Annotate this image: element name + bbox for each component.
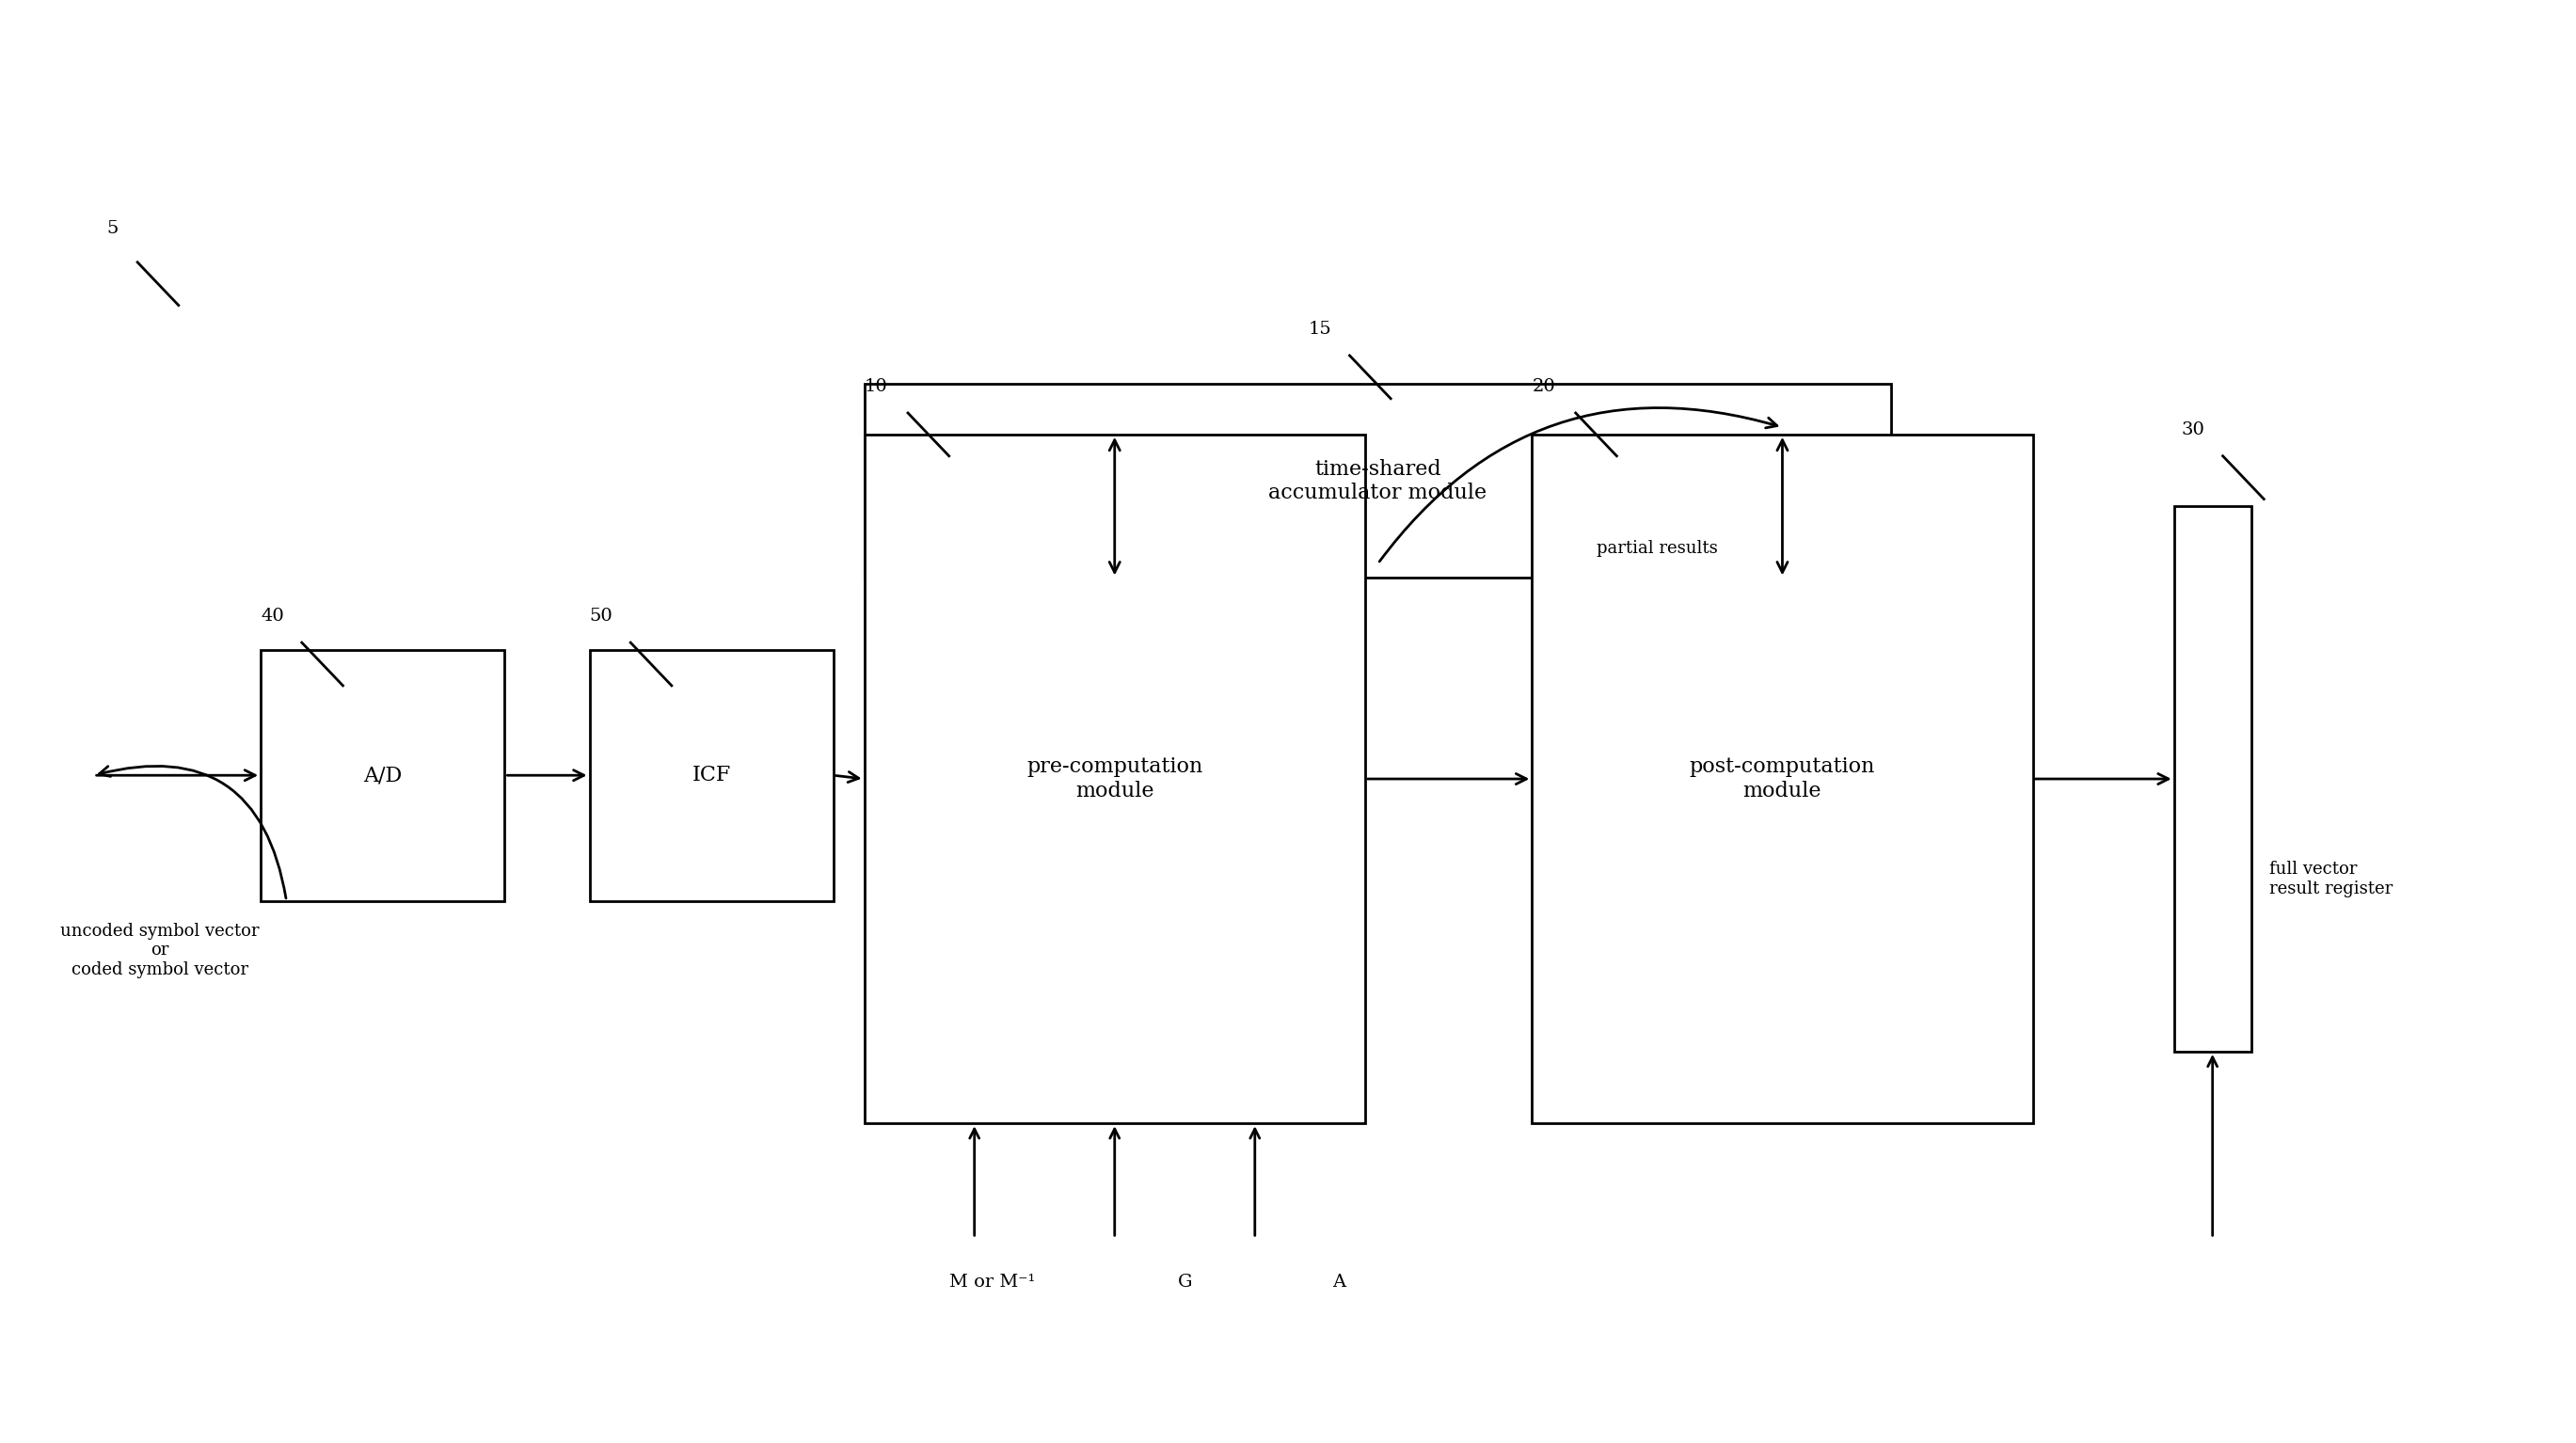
- Text: 40: 40: [260, 608, 283, 625]
- Bar: [866, 384, 1891, 579]
- Text: partial results: partial results: [1597, 540, 1718, 557]
- Text: G: G: [1177, 1274, 1193, 1291]
- Text: 30: 30: [2182, 421, 2205, 439]
- Text: 10: 10: [866, 378, 889, 395]
- Text: M or M⁻¹: M or M⁻¹: [951, 1274, 1036, 1291]
- Bar: [260, 649, 505, 900]
- Bar: [866, 434, 1365, 1123]
- Text: pre-computation
module: pre-computation module: [1028, 756, 1203, 801]
- Bar: [1533, 434, 2032, 1123]
- Text: full vector
result register: full vector result register: [2269, 861, 2393, 898]
- Text: time-shared
accumulator module: time-shared accumulator module: [1270, 459, 1486, 504]
- Text: 20: 20: [1533, 378, 1556, 395]
- Text: A: A: [1332, 1274, 1347, 1291]
- Text: 5: 5: [106, 221, 118, 237]
- Text: A/D: A/D: [363, 765, 402, 785]
- Text: 15: 15: [1309, 320, 1332, 338]
- Text: post-computation
module: post-computation module: [1690, 756, 1875, 801]
- Bar: [2174, 506, 2251, 1052]
- Text: uncoded symbol vector
or
coded symbol vector: uncoded symbol vector or coded symbol ve…: [59, 922, 260, 978]
- Text: ICF: ICF: [693, 765, 732, 785]
- Bar: [590, 649, 835, 900]
- Text: 50: 50: [590, 608, 613, 625]
